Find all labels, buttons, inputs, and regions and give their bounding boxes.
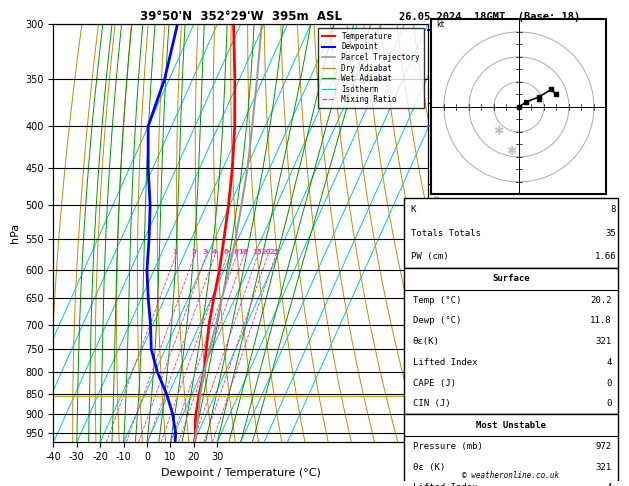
- Bar: [404, 415, 618, 486]
- Text: 1.66: 1.66: [594, 252, 616, 261]
- Title: 39°50'N  352°29'W  395m  ASL: 39°50'N 352°29'W 395m ASL: [140, 10, 342, 23]
- Text: Most Unstable: Most Unstable: [476, 420, 546, 430]
- Text: Temp (°C): Temp (°C): [413, 295, 461, 305]
- Y-axis label: hPa: hPa: [9, 223, 19, 243]
- Text: θε(K): θε(K): [413, 337, 440, 346]
- Text: 25: 25: [270, 249, 279, 255]
- Text: 0: 0: [606, 379, 611, 388]
- Text: Lifted Index: Lifted Index: [413, 358, 477, 367]
- Text: 10: 10: [238, 249, 248, 255]
- Text: 20.2: 20.2: [590, 295, 611, 305]
- Text: 4: 4: [211, 249, 216, 255]
- Text: 1: 1: [172, 249, 177, 255]
- Text: 4: 4: [606, 483, 611, 486]
- X-axis label: Dewpoint / Temperature (°C): Dewpoint / Temperature (°C): [160, 468, 321, 478]
- Text: 26.05.2024  18GMT  (Base: 18): 26.05.2024 18GMT (Base: 18): [399, 12, 581, 22]
- Text: CIN (J): CIN (J): [413, 399, 450, 408]
- Text: θε (K): θε (K): [413, 463, 445, 471]
- Legend: Temperature, Dewpoint, Parcel Trajectory, Dry Adiabat, Wet Adiabat, Isotherm, Mi: Temperature, Dewpoint, Parcel Trajectory…: [318, 28, 424, 108]
- Y-axis label: km
ASL: km ASL: [454, 223, 472, 244]
- Bar: [404, 268, 618, 415]
- Text: ✱: ✱: [506, 145, 516, 158]
- Text: Totals Totals: Totals Totals: [411, 229, 481, 238]
- Text: 8: 8: [611, 206, 616, 214]
- Text: 8: 8: [233, 249, 238, 255]
- Text: 15: 15: [252, 249, 262, 255]
- Text: CAPE (J): CAPE (J): [413, 379, 456, 388]
- Text: K: K: [411, 206, 416, 214]
- Text: Lifted Index: Lifted Index: [413, 483, 477, 486]
- Text: 6: 6: [224, 249, 229, 255]
- Text: Dewp (°C): Dewp (°C): [413, 316, 461, 326]
- Bar: [404, 198, 618, 268]
- Text: 321: 321: [596, 463, 611, 471]
- Text: Pressure (mb): Pressure (mb): [413, 442, 482, 451]
- Text: 2: 2: [191, 249, 196, 255]
- Text: LCL: LCL: [411, 384, 426, 394]
- Text: kt: kt: [437, 20, 445, 29]
- Text: Surface: Surface: [493, 275, 530, 283]
- Text: 35: 35: [605, 229, 616, 238]
- Text: 321: 321: [596, 337, 611, 346]
- Text: Mixing Ratio (g/kg): Mixing Ratio (g/kg): [472, 227, 482, 307]
- Text: © weatheronline.co.uk: © weatheronline.co.uk: [462, 471, 560, 480]
- Text: 3: 3: [203, 249, 208, 255]
- Text: ✱: ✱: [494, 125, 504, 139]
- Text: 20: 20: [262, 249, 272, 255]
- Text: 4: 4: [606, 358, 611, 367]
- Text: PW (cm): PW (cm): [411, 252, 448, 261]
- Text: 972: 972: [596, 442, 611, 451]
- Text: 11.8: 11.8: [590, 316, 611, 326]
- Text: 0: 0: [606, 399, 611, 408]
